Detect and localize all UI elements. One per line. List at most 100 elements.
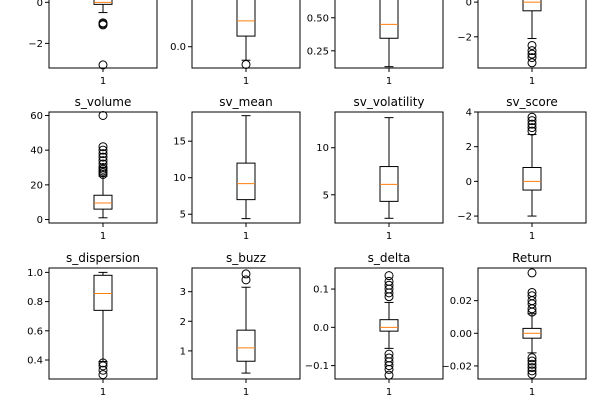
y-tick-label: 0 xyxy=(466,0,472,9)
x-tick-label: 1 xyxy=(243,231,249,242)
outlier-point xyxy=(98,370,108,380)
x-tick-label: 1 xyxy=(529,76,535,87)
y-tick-label: 0.00 xyxy=(450,329,472,340)
outlier-point xyxy=(98,163,108,172)
y-tick-label: 60 xyxy=(30,111,43,122)
y-tick-label: 1.0 xyxy=(27,268,43,279)
outlier-point xyxy=(527,291,537,301)
x-tick-label: 1 xyxy=(100,387,106,398)
y-tick-label: 2 xyxy=(466,142,472,153)
outlier-point xyxy=(527,49,537,59)
y-tick-label: −0.1 xyxy=(305,361,329,372)
outlier-point xyxy=(527,119,537,129)
y-tick-label: −2 xyxy=(457,32,472,43)
panel-5: s_volume 0 20 40 60 1 xyxy=(30,95,158,242)
panel-title: s_dispersion xyxy=(66,251,140,265)
iqr-box xyxy=(93,0,113,5)
outlier-point xyxy=(527,353,537,363)
panel-6: sv_mean 5 10 15 1 xyxy=(173,95,301,242)
outlier-point xyxy=(384,271,394,281)
panel-title: Return xyxy=(512,251,552,265)
outlier-point xyxy=(384,280,394,290)
outlier-point xyxy=(527,53,537,63)
outlier-point xyxy=(241,275,251,285)
outlier-point xyxy=(527,116,537,126)
outlier-point xyxy=(98,152,108,162)
y-tick-label: 0.0 xyxy=(313,323,329,334)
x-tick-label: 1 xyxy=(243,76,249,87)
y-tick-label: 2 xyxy=(180,317,186,328)
outlier-point xyxy=(527,46,537,56)
iqr-box xyxy=(522,167,542,191)
x-tick-label: 1 xyxy=(386,76,392,87)
iqr-box xyxy=(522,0,542,12)
iqr-box xyxy=(236,329,256,362)
y-tick-label: 0.4 xyxy=(27,356,43,367)
y-tick-label: 4 xyxy=(466,108,472,119)
y-tick-label: 0 xyxy=(466,177,472,188)
y-tick-label: −0.02 xyxy=(441,361,472,372)
outlier-point xyxy=(527,123,537,133)
y-tick-label: 0 xyxy=(37,215,43,226)
x-tick-label: 1 xyxy=(529,387,535,398)
y-tick-label: 0.1 xyxy=(313,285,329,296)
panel-9: s_dispersion 0.4 0.6 0.8 1.0 1 xyxy=(27,251,158,398)
y-tick-label: 15 xyxy=(173,137,186,148)
outlier-point xyxy=(98,20,108,30)
outlier-point xyxy=(241,269,251,279)
outlier-point xyxy=(527,40,537,50)
panel-12: Return 0.02 0.00 −0.02 1 xyxy=(441,251,587,398)
iqr-box xyxy=(236,0,256,37)
iqr-box xyxy=(236,162,256,201)
y-tick-label: 0.50 xyxy=(307,13,329,24)
outlier-point xyxy=(527,369,537,379)
outlier-point xyxy=(98,110,108,120)
panel-title: s_delta xyxy=(368,251,411,265)
outlier-point xyxy=(98,365,108,375)
outlier-point xyxy=(98,361,108,371)
iqr-box xyxy=(379,0,399,39)
y-tick-label: 5 xyxy=(180,210,186,221)
y-tick-label: 40 xyxy=(30,146,43,157)
outlier-point xyxy=(527,287,537,297)
x-tick-label: 1 xyxy=(529,231,535,242)
iqr-box xyxy=(93,274,113,311)
panel-11: s_delta 0.1 0.0 −0.1 1 xyxy=(305,251,444,398)
outlier-point xyxy=(384,364,394,374)
outlier-point xyxy=(527,363,537,373)
panel-title: sv_mean xyxy=(219,95,272,109)
iqr-box xyxy=(379,319,399,332)
y-tick-label: 0.25 xyxy=(307,46,329,57)
x-tick-label: 1 xyxy=(100,76,106,87)
panel-10: s_buzz 1 2 3 1 xyxy=(180,251,301,398)
panel-title: sv_volatility xyxy=(354,95,425,109)
outlier-point xyxy=(98,159,108,169)
iqr-box xyxy=(93,194,113,210)
outlier-point xyxy=(527,126,537,136)
panel-title: s_volume xyxy=(75,95,132,109)
outlier-point xyxy=(98,156,108,166)
y-tick-label: 1 xyxy=(180,346,186,357)
outlier-point xyxy=(527,356,537,366)
axes-frame xyxy=(48,111,158,224)
y-tick-label: 0.02 xyxy=(450,296,472,307)
y-tick-label: −2 xyxy=(28,39,43,50)
outlier-point xyxy=(527,359,537,369)
outlier-point xyxy=(527,268,537,278)
y-tick-label: 0 xyxy=(37,0,43,9)
y-tick-label: 3 xyxy=(180,287,186,298)
outlier-point xyxy=(98,60,108,70)
outlier-point xyxy=(384,276,394,286)
panel-8: sv_score −2 0 2 4 1 xyxy=(457,95,587,242)
x-tick-label: 1 xyxy=(243,387,249,398)
y-tick-label: 10 xyxy=(316,143,329,154)
y-tick-label: 20 xyxy=(30,180,43,191)
panel-7: sv_volatility 5 10 1 xyxy=(316,95,444,242)
outlier-point xyxy=(98,145,108,155)
panel-4: 0 −2 1 xyxy=(457,0,587,87)
panel-3: 0.50 0.25 1 xyxy=(307,0,444,87)
outlier-point xyxy=(384,361,394,371)
outlier-point xyxy=(241,59,251,69)
outlier-point xyxy=(98,358,108,368)
